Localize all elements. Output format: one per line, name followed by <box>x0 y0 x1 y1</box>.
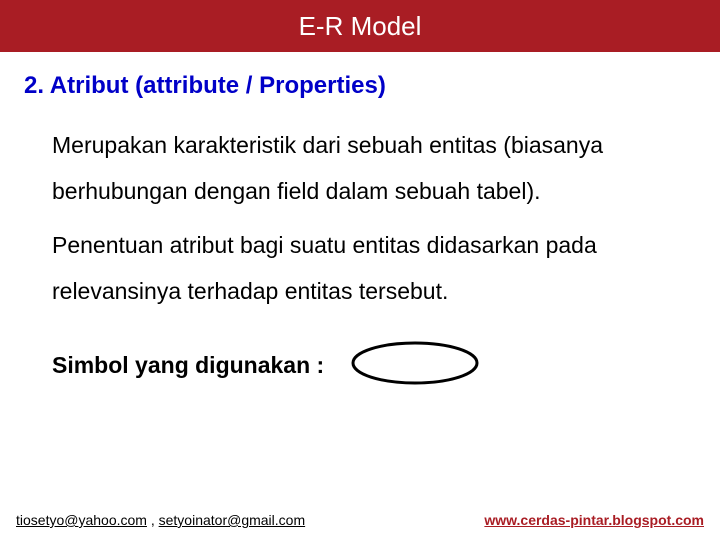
footer-separator: , <box>147 512 159 528</box>
body-text: Merupakan karakteristik dari sebuah enti… <box>52 122 700 314</box>
header-bar: E-R Model <box>0 0 720 52</box>
footer-right: www.cerdas-pintar.blogspot.com <box>484 512 704 528</box>
ellipse-icon <box>350 340 480 391</box>
symbol-row: Simbol yang digunakan : <box>52 340 700 391</box>
footer-url[interactable]: www.cerdas-pintar.blogspot.com <box>484 512 704 528</box>
footer-email-2[interactable]: setyoinator@gmail.com <box>159 512 306 528</box>
paragraph-2: Penentuan atribut bagi suatu entitas did… <box>52 222 700 314</box>
section-heading: 2. Atribut (attribute / Properties) <box>24 72 700 100</box>
footer: tiosetyo@yahoo.com , setyoinator@gmail.c… <box>0 512 720 528</box>
symbol-label: Simbol yang digunakan : <box>52 352 324 379</box>
footer-email-1[interactable]: tiosetyo@yahoo.com <box>16 512 147 528</box>
footer-left: tiosetyo@yahoo.com , setyoinator@gmail.c… <box>16 512 305 528</box>
header-title: E-R Model <box>299 11 422 42</box>
content-area: 2. Atribut (attribute / Properties) Meru… <box>0 52 720 391</box>
paragraph-1: Merupakan karakteristik dari sebuah enti… <box>52 122 700 214</box>
